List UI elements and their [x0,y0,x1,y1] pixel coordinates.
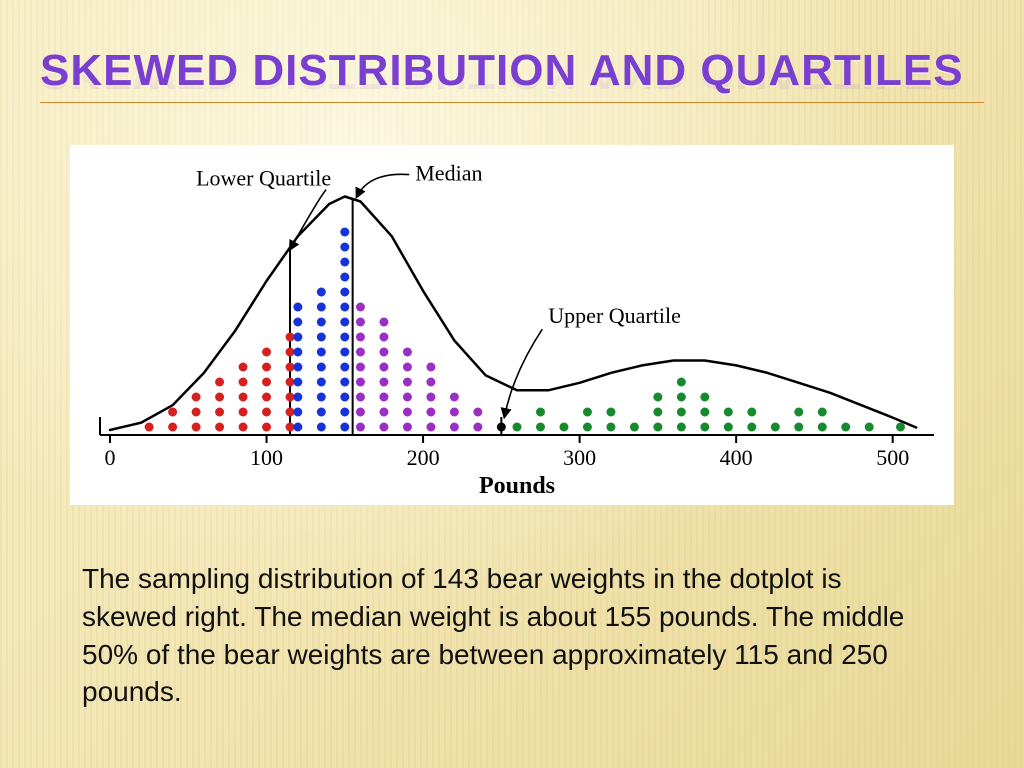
svg-text:Median: Median [415,161,482,186]
svg-text:100: 100 [250,445,283,470]
chart-container: 0 100 200 300 400 500 Pounds Lower Quartile Medi… [70,145,954,505]
svg-text:200: 200 [407,445,440,470]
svg-text:300: 300 [563,445,596,470]
dotplot-chart: 0 100 200 300 400 500 Pounds Lower Quartile Medi… [70,145,954,505]
svg-text:Upper Quartile: Upper Quartile [548,303,681,328]
title-underline [40,102,984,103]
svg-text:Lower Quartile: Lower Quartile [196,166,331,191]
slide: SKEWED DISTRIBUTION AND QUARTILES SKEWED… [0,0,1024,768]
svg-text:0: 0 [105,445,116,470]
svg-text:Pounds: Pounds [479,473,555,499]
caption-text: The sampling distribution of 143 bear we… [82,560,940,711]
svg-text:500: 500 [876,445,909,470]
slide-title-reflection: SKEWED DISTRIBUTION AND QUARTILES [40,68,984,98]
title-block: SKEWED DISTRIBUTION AND QUARTILES SKEWED… [40,46,984,128]
svg-text:400: 400 [720,445,753,470]
